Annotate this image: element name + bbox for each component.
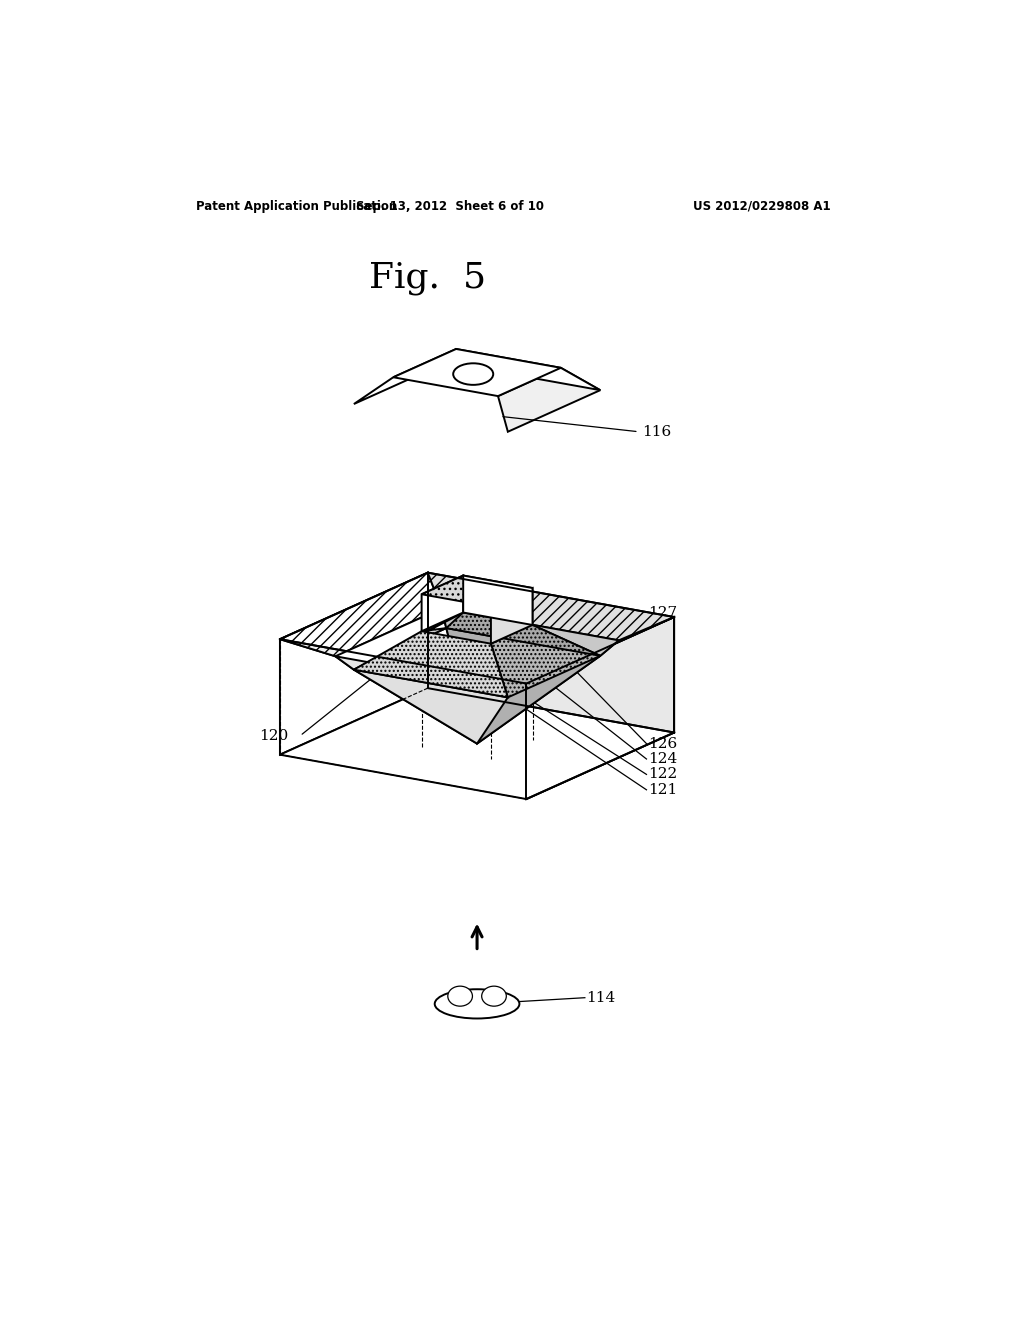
Ellipse shape xyxy=(447,986,472,1006)
Polygon shape xyxy=(512,616,674,688)
Polygon shape xyxy=(498,368,600,432)
Polygon shape xyxy=(354,348,456,404)
Polygon shape xyxy=(428,573,674,640)
Polygon shape xyxy=(354,612,463,669)
Polygon shape xyxy=(446,612,600,656)
Polygon shape xyxy=(280,573,428,755)
Polygon shape xyxy=(441,609,618,656)
Polygon shape xyxy=(280,573,428,755)
Polygon shape xyxy=(422,576,463,631)
Polygon shape xyxy=(477,656,600,743)
Polygon shape xyxy=(354,631,508,697)
Text: 126: 126 xyxy=(648,737,677,751)
Polygon shape xyxy=(508,640,618,697)
Polygon shape xyxy=(422,576,532,607)
Polygon shape xyxy=(280,573,441,656)
Text: 120: 120 xyxy=(259,729,289,743)
Polygon shape xyxy=(463,576,532,624)
Text: 116: 116 xyxy=(643,425,672,438)
Polygon shape xyxy=(354,669,508,743)
Text: 114: 114 xyxy=(587,991,615,1005)
Polygon shape xyxy=(446,348,600,391)
Polygon shape xyxy=(280,688,674,799)
Text: 122: 122 xyxy=(648,767,677,781)
Text: Sep. 13, 2012  Sheet 6 of 10: Sep. 13, 2012 Sheet 6 of 10 xyxy=(356,199,544,213)
Text: 121: 121 xyxy=(648,783,677,797)
Text: 124: 124 xyxy=(648,752,677,766)
Polygon shape xyxy=(336,656,512,697)
Text: 127: 127 xyxy=(648,606,677,619)
Polygon shape xyxy=(490,624,600,697)
Polygon shape xyxy=(354,628,477,743)
Polygon shape xyxy=(526,616,674,799)
Ellipse shape xyxy=(481,986,506,1006)
Polygon shape xyxy=(280,639,526,688)
Ellipse shape xyxy=(435,989,519,1019)
Polygon shape xyxy=(446,628,600,743)
Polygon shape xyxy=(490,587,532,644)
Polygon shape xyxy=(336,609,446,669)
Text: US 2012/0229808 A1: US 2012/0229808 A1 xyxy=(692,199,830,213)
Text: Patent Application Publication: Patent Application Publication xyxy=(196,199,397,213)
Ellipse shape xyxy=(454,363,494,385)
Polygon shape xyxy=(393,348,561,396)
Text: Fig.  5: Fig. 5 xyxy=(370,261,486,294)
